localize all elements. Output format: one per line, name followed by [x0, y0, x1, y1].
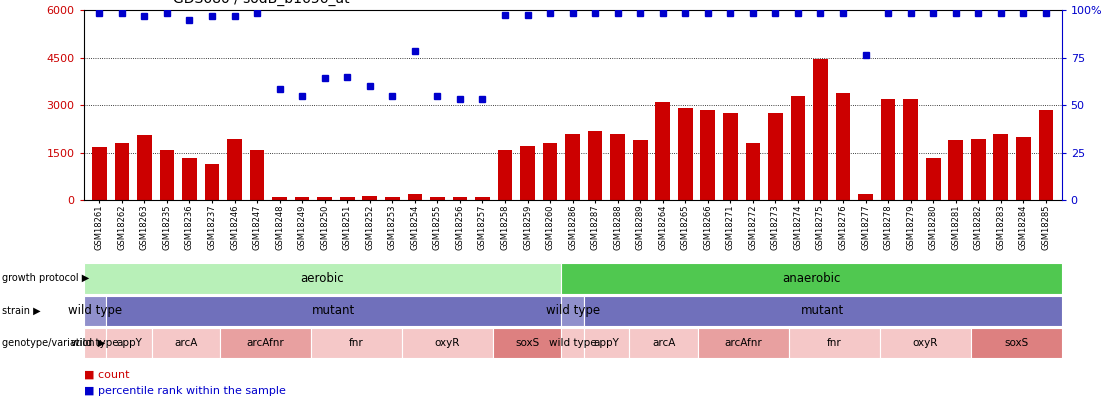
Bar — [227, 139, 242, 200]
Bar — [430, 197, 444, 200]
Text: oxyR: oxyR — [912, 338, 938, 348]
Bar — [723, 113, 737, 200]
Bar — [84, 296, 106, 326]
Text: anaerobic: anaerobic — [782, 272, 841, 285]
Text: wild type: wild type — [71, 338, 119, 348]
Bar — [994, 134, 1008, 200]
Text: ■ percentile rank within the sample: ■ percentile rank within the sample — [84, 386, 285, 396]
Bar — [971, 139, 986, 200]
Bar — [970, 328, 1062, 358]
Text: fnr: fnr — [827, 338, 841, 348]
Bar — [205, 164, 219, 200]
Bar — [610, 134, 625, 200]
Bar — [633, 140, 647, 200]
Bar — [881, 99, 896, 200]
Bar — [402, 328, 494, 358]
Text: appY: appY — [116, 338, 141, 348]
Bar — [697, 328, 789, 358]
Bar — [106, 328, 152, 358]
Text: mutant: mutant — [312, 304, 355, 318]
Bar — [385, 197, 400, 200]
Text: arcAfnr: arcAfnr — [246, 338, 284, 348]
Bar — [678, 109, 693, 200]
Bar — [272, 197, 287, 200]
Bar — [543, 143, 557, 200]
Bar — [768, 113, 783, 200]
Text: arcA: arcA — [174, 338, 197, 348]
Bar — [115, 143, 129, 200]
Bar — [629, 328, 697, 358]
Bar — [159, 150, 174, 200]
Bar — [561, 263, 1062, 294]
Bar — [340, 197, 354, 200]
Bar — [561, 328, 584, 358]
Bar — [1038, 110, 1053, 200]
Bar — [813, 59, 828, 200]
Bar — [948, 140, 962, 200]
Text: GDS680 / sodB_b1656_at: GDS680 / sodB_b1656_at — [173, 0, 350, 6]
Bar — [183, 158, 197, 200]
Text: genotype/variation ▶: genotype/variation ▶ — [2, 338, 106, 348]
Text: arcA: arcA — [652, 338, 675, 348]
Text: soxS: soxS — [515, 338, 539, 348]
Bar — [701, 110, 715, 200]
Text: soxS: soxS — [1004, 338, 1028, 348]
Bar — [655, 102, 670, 200]
Bar — [880, 328, 970, 358]
Bar — [565, 134, 580, 200]
Bar — [295, 197, 310, 200]
Bar — [408, 194, 422, 200]
Bar — [106, 296, 561, 326]
Bar — [498, 150, 512, 200]
Text: fnr: fnr — [349, 338, 364, 348]
Bar — [745, 143, 760, 200]
Bar — [789, 328, 880, 358]
Bar — [137, 135, 152, 200]
Text: appY: appY — [594, 338, 619, 348]
Bar — [903, 99, 918, 200]
Bar — [84, 263, 561, 294]
Text: arcAfnr: arcAfnr — [724, 338, 762, 348]
Bar — [836, 93, 850, 200]
Bar — [791, 96, 805, 200]
Bar — [476, 197, 490, 200]
Bar — [494, 328, 561, 358]
Text: oxyR: oxyR — [434, 338, 460, 348]
Bar — [926, 158, 940, 200]
Bar — [520, 146, 535, 200]
Bar — [584, 328, 629, 358]
Text: wild type: wild type — [546, 304, 599, 318]
Bar — [250, 150, 264, 200]
Text: ■ count: ■ count — [84, 370, 129, 379]
Bar — [362, 196, 378, 200]
Bar — [221, 328, 311, 358]
Text: strain ▶: strain ▶ — [2, 306, 41, 316]
Bar — [317, 197, 332, 200]
Bar — [84, 328, 106, 358]
Text: wild type: wild type — [68, 304, 123, 318]
Text: mutant: mutant — [801, 304, 844, 318]
Text: wild type: wild type — [549, 338, 596, 348]
Bar — [858, 194, 873, 200]
Text: growth protocol ▶: growth protocol ▶ — [2, 273, 89, 283]
Bar — [152, 328, 221, 358]
Bar — [452, 197, 467, 200]
Bar — [311, 328, 402, 358]
Bar — [561, 296, 584, 326]
Text: aerobic: aerobic — [301, 272, 344, 285]
Bar — [588, 131, 603, 200]
Bar — [92, 147, 107, 200]
Bar — [584, 296, 1062, 326]
Bar — [1016, 137, 1030, 200]
